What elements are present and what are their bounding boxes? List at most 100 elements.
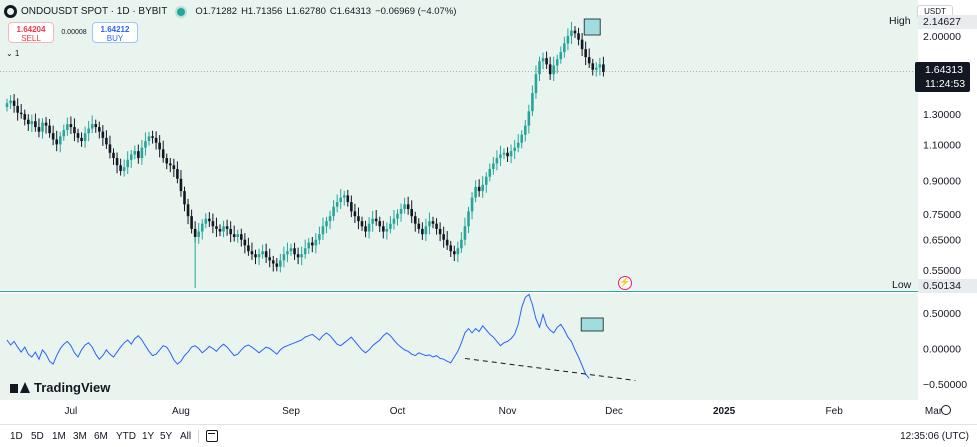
price-chart-svg[interactable] <box>0 0 918 290</box>
range-button-1m[interactable]: 1M <box>52 431 66 442</box>
lightning-icon[interactable]: ⚡ <box>618 276 632 290</box>
candle-body <box>229 228 232 235</box>
ohlc-close: C1.64313 <box>329 6 372 17</box>
range-button-6m[interactable]: 6M <box>94 431 108 442</box>
candle-body <box>243 239 247 246</box>
candle-body <box>428 221 431 227</box>
oscillator-axis[interactable]: 0.50000 0.00000 −0.50000 <box>918 293 977 400</box>
candle <box>62 124 66 141</box>
candle-body <box>296 254 300 258</box>
price-axis[interactable]: 2.00000 1.30000 1.10000 0.90000 0.75000 0.650… <box>918 0 977 290</box>
candle-body <box>555 59 559 66</box>
candle-body <box>438 228 442 235</box>
candle <box>346 189 350 207</box>
candle-body <box>421 228 424 235</box>
candle <box>271 255 275 272</box>
candle-body <box>410 209 413 217</box>
time-axis-label: Aug <box>172 406 190 417</box>
candle-body <box>275 263 279 267</box>
candle-body <box>314 239 318 246</box>
candle <box>9 95 12 109</box>
candle-body <box>406 204 410 210</box>
sell-button[interactable]: 1.64204 SELL <box>8 22 54 43</box>
calendar-icon[interactable] <box>206 430 218 442</box>
sell-price: 1.64204 <box>16 25 46 34</box>
candle-body <box>80 137 83 142</box>
candle-body <box>580 39 584 50</box>
candle <box>470 192 474 220</box>
candle-body <box>492 163 495 170</box>
buy-button[interactable]: 1.64212 BUY <box>92 22 138 43</box>
candle-body <box>44 122 48 126</box>
indicator-toggle[interactable]: ⌄ 1 <box>6 49 20 58</box>
last-price-tag: 1.64313 11:24:53 <box>915 62 970 92</box>
candle <box>577 27 580 46</box>
range-button-1y[interactable]: 1Y <box>142 431 155 442</box>
candle <box>129 150 133 168</box>
candle-body <box>58 136 62 145</box>
candle <box>218 224 222 237</box>
candle-body <box>453 251 456 255</box>
range-button-1d[interactable]: 1D <box>10 431 23 442</box>
candle <box>154 131 158 150</box>
candle <box>580 33 584 56</box>
symbol-logo-icon[interactable] <box>4 5 17 18</box>
oscillator-highlight-box[interactable] <box>580 317 604 332</box>
candle-body <box>584 49 587 58</box>
bar-countdown: 11:24:53 <box>925 78 966 90</box>
price-top-highlight-box[interactable] <box>583 18 601 36</box>
candle-body <box>87 128 90 134</box>
candle <box>410 200 413 224</box>
candle <box>225 219 229 236</box>
candle <box>541 52 545 70</box>
time-axis-label: Dec <box>605 406 623 417</box>
settings-icon[interactable] <box>941 405 951 415</box>
oscillator-pane[interactable] <box>0 293 918 400</box>
time-axis[interactable]: Jul Aug Sep Oct Nov Dec 2025 Feb Mar <box>0 400 977 422</box>
toolbar-divider <box>198 430 199 443</box>
candle <box>495 150 499 171</box>
range-button-5y[interactable]: 5Y <box>160 431 173 442</box>
candle <box>172 158 176 178</box>
candle <box>66 117 69 136</box>
utc-clock[interactable]: 12:35:06 (UTC) <box>900 431 969 442</box>
tradingview-logo[interactable]: TradingView <box>10 380 110 395</box>
divergence-trendline[interactable] <box>464 357 636 381</box>
candle <box>293 242 296 260</box>
candle-body <box>484 176 488 185</box>
candle-body <box>474 186 477 198</box>
pane-separator[interactable] <box>0 291 977 292</box>
price-pane[interactable] <box>0 0 918 290</box>
candle <box>161 140 165 163</box>
candle <box>87 120 90 142</box>
symbol-title[interactable]: ONDOUSDT SPOT · 1D · BYBIT <box>21 6 168 17</box>
candle-body <box>76 133 80 138</box>
candle-body <box>545 58 548 65</box>
candle <box>453 245 456 262</box>
market-open-icon <box>177 7 186 16</box>
candle <box>122 159 126 177</box>
range-button-all[interactable]: All <box>180 431 192 442</box>
high-label: High <box>889 15 911 27</box>
oscillator-chart-svg[interactable] <box>0 293 918 400</box>
range-button-5d[interactable]: 5D <box>31 431 44 442</box>
sell-label: SELL <box>21 34 41 43</box>
candle <box>144 132 147 156</box>
oscillator-tick-label: 0.00000 <box>923 344 961 356</box>
candle-body <box>481 184 484 192</box>
candle <box>499 145 502 167</box>
candle-body <box>442 234 445 240</box>
candle <box>374 210 378 226</box>
candle-body <box>83 133 87 142</box>
candle-body <box>445 239 449 246</box>
candle-body <box>435 223 438 229</box>
candle-body <box>240 234 243 240</box>
range-button-ytd[interactable]: YTD <box>116 431 136 442</box>
candle <box>307 238 311 254</box>
candle-body <box>151 136 154 138</box>
candle-body <box>101 131 105 138</box>
candle-body <box>55 139 58 145</box>
candle-body <box>403 204 406 210</box>
range-button-3m[interactable]: 3M <box>73 431 87 442</box>
candle-body <box>140 147 144 159</box>
